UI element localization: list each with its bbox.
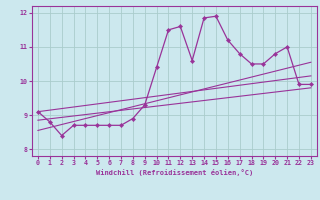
X-axis label: Windchill (Refroidissement éolien,°C): Windchill (Refroidissement éolien,°C) [96,169,253,176]
